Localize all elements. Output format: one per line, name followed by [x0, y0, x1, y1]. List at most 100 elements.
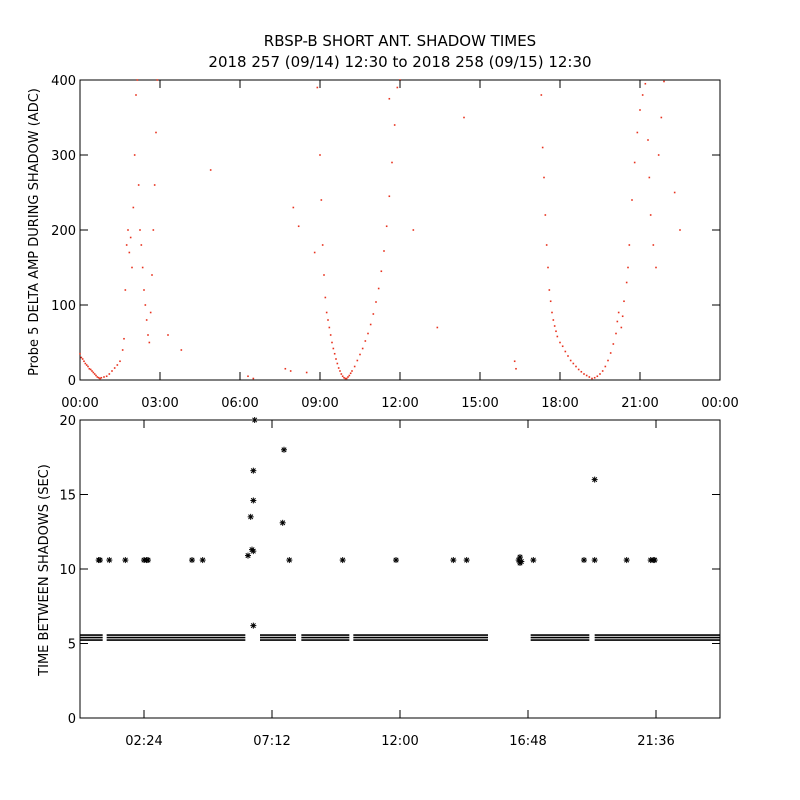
chart-title: RBSP-B SHORT ANT. SHADOW TIMES — [264, 32, 536, 50]
x-tick-label: 07:12 — [253, 734, 290, 749]
data-point — [564, 350, 567, 353]
data-point — [128, 251, 131, 254]
data-point — [641, 94, 644, 96]
data-point — [583, 373, 585, 375]
data-point — [616, 320, 619, 323]
data-point — [111, 370, 113, 372]
data-point — [625, 281, 628, 284]
data-point — [81, 358, 84, 360]
data-point — [655, 266, 657, 269]
data-point — [209, 169, 212, 171]
baseline-run — [530, 634, 590, 641]
y-tick-label: 300 — [51, 149, 76, 164]
data-point — [105, 375, 108, 378]
data-point — [361, 347, 364, 350]
data-point — [383, 250, 385, 252]
bottom-panel: 02:24 07:12 12:00 16:48 21:36 0 5 10 15 20 TIME … — [37, 414, 721, 749]
data-point — [247, 375, 249, 378]
data-point — [148, 341, 151, 344]
data-point — [189, 557, 195, 564]
data-point — [601, 370, 604, 372]
data-point — [391, 161, 393, 164]
data-point — [673, 191, 676, 194]
data-point — [119, 360, 121, 363]
data-point — [517, 554, 523, 561]
data-point — [575, 365, 577, 368]
x-tick-label: 16:48 — [509, 734, 546, 749]
data-point — [580, 370, 583, 373]
data-point — [377, 287, 380, 290]
top-plot-frame — [79, 79, 721, 381]
data-point — [124, 289, 127, 291]
top-x-ticks: 00:00 03:00 06:00 09:00 12:00 15:00 18:00 21:00… — [61, 80, 739, 411]
top-data-points — [79, 79, 681, 380]
data-point — [393, 124, 396, 126]
data-point — [245, 552, 251, 559]
x-tick-label: 12:00 — [381, 396, 418, 411]
data-point — [325, 311, 328, 314]
data-point — [545, 244, 548, 246]
data-point — [556, 335, 559, 338]
data-point — [305, 371, 308, 374]
baseline-run — [80, 634, 103, 641]
data-point — [292, 206, 295, 209]
data-point — [95, 374, 97, 377]
data-point — [369, 323, 372, 326]
data-point — [353, 365, 356, 368]
data-point — [345, 377, 348, 380]
data-point — [631, 199, 633, 201]
data-point — [123, 337, 125, 340]
data-point — [313, 251, 316, 254]
data-point — [139, 229, 141, 231]
data-point — [103, 376, 105, 378]
data-point — [96, 376, 99, 378]
data-point — [591, 476, 598, 483]
data-point — [561, 345, 564, 348]
data-point — [132, 206, 135, 209]
data-point — [92, 371, 95, 374]
bottom-data-points — [80, 417, 720, 641]
data-point — [627, 266, 629, 269]
data-point — [548, 289, 551, 291]
top-panel: 00:00 03:00 06:00 09:00 12:00 15:00 18:00 21:00… — [27, 74, 739, 411]
data-point — [279, 519, 286, 526]
data-point — [323, 274, 325, 276]
data-point — [569, 359, 572, 362]
data-point — [151, 274, 153, 276]
data-point — [577, 368, 580, 371]
data-point — [135, 94, 137, 96]
data-point — [652, 244, 655, 246]
data-point — [289, 370, 292, 372]
data-point — [559, 341, 561, 344]
data-point — [145, 557, 151, 564]
x-tick-label: 06:00 — [221, 396, 258, 411]
data-point — [339, 557, 346, 564]
y-tick-label: 400 — [51, 74, 76, 89]
baseline-run — [594, 634, 720, 641]
data-point — [436, 326, 439, 329]
data-point — [679, 229, 681, 231]
data-point — [660, 116, 663, 119]
data-point — [620, 326, 623, 329]
data-point — [340, 373, 343, 375]
data-point — [297, 225, 300, 228]
data-point — [515, 367, 517, 370]
data-point — [247, 513, 254, 520]
data-point — [343, 376, 345, 379]
data-point — [541, 146, 544, 149]
data-point — [199, 557, 206, 564]
x-tick-label: 15:00 — [461, 396, 498, 411]
data-point — [617, 311, 620, 314]
data-point — [252, 377, 255, 380]
data-point — [143, 289, 145, 291]
data-point — [339, 370, 341, 372]
data-point — [99, 377, 101, 380]
data-point — [341, 375, 344, 378]
data-point — [396, 86, 399, 89]
data-point — [553, 325, 556, 327]
data-point — [97, 376, 100, 379]
data-point — [544, 214, 547, 216]
data-point — [633, 161, 636, 164]
data-point — [336, 362, 339, 365]
